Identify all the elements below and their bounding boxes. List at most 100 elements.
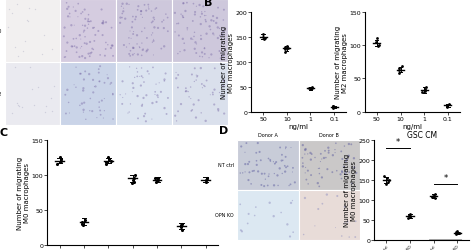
Point xyxy=(255,170,262,174)
Point xyxy=(373,40,380,44)
Point xyxy=(132,16,140,20)
Point xyxy=(70,38,77,42)
Point xyxy=(198,112,205,116)
Point xyxy=(304,152,311,156)
Point xyxy=(130,180,137,184)
Point xyxy=(301,148,309,152)
Point xyxy=(158,21,166,25)
Point xyxy=(35,86,42,90)
Point xyxy=(102,41,109,45)
Point xyxy=(337,173,345,177)
Point xyxy=(120,7,128,11)
Point xyxy=(50,84,57,88)
Point xyxy=(318,176,326,180)
Point xyxy=(81,101,88,105)
Point xyxy=(154,27,162,31)
Point xyxy=(282,146,290,150)
Point xyxy=(164,30,172,34)
Point xyxy=(95,80,103,84)
Point xyxy=(249,170,256,173)
Point xyxy=(320,156,328,160)
Point xyxy=(138,16,146,20)
Point xyxy=(266,201,273,205)
Point xyxy=(129,16,137,20)
Point xyxy=(60,35,68,39)
Point xyxy=(182,90,190,94)
Point xyxy=(189,108,196,112)
Point xyxy=(72,10,80,14)
Text: *: * xyxy=(444,174,447,182)
Point xyxy=(258,172,265,176)
Point xyxy=(77,47,84,51)
Point xyxy=(160,19,167,23)
Point xyxy=(103,74,111,78)
Point xyxy=(274,184,282,188)
Point xyxy=(153,100,160,104)
Point xyxy=(351,166,358,170)
Bar xyxy=(237,190,299,240)
Point xyxy=(64,88,71,92)
Point xyxy=(66,16,74,20)
Point xyxy=(117,93,124,97)
Point xyxy=(136,75,144,79)
Point xyxy=(148,10,155,14)
Point xyxy=(63,2,70,6)
Point xyxy=(152,176,159,180)
Point xyxy=(185,96,193,100)
Point xyxy=(91,26,98,30)
Point xyxy=(406,215,414,219)
Point xyxy=(140,96,147,100)
Point xyxy=(317,152,325,156)
Point xyxy=(87,52,94,56)
Point xyxy=(92,85,100,89)
Point xyxy=(219,96,227,100)
Point xyxy=(14,103,22,107)
Point xyxy=(153,7,160,11)
Point xyxy=(163,112,170,116)
Point xyxy=(197,34,205,38)
Point xyxy=(56,160,64,164)
Point xyxy=(102,160,110,164)
Point xyxy=(325,149,333,153)
Point xyxy=(118,102,126,106)
Point xyxy=(81,8,89,12)
Point xyxy=(192,5,200,9)
Point xyxy=(207,94,214,98)
Point xyxy=(138,103,146,107)
Point xyxy=(136,46,143,50)
Point xyxy=(179,15,186,19)
Point xyxy=(284,46,292,50)
Point xyxy=(318,157,326,161)
Point xyxy=(210,103,218,107)
Point xyxy=(154,96,162,100)
Point xyxy=(81,42,89,46)
Point xyxy=(307,151,314,155)
Point xyxy=(246,160,253,164)
Point xyxy=(214,108,222,112)
Point xyxy=(101,54,109,58)
Point xyxy=(201,47,208,51)
Point xyxy=(138,104,146,108)
Point xyxy=(154,178,161,182)
Point xyxy=(131,173,138,177)
Point xyxy=(42,105,50,109)
Point xyxy=(214,37,222,41)
Point xyxy=(149,20,156,24)
Point xyxy=(95,101,103,105)
Point xyxy=(118,80,126,84)
Point xyxy=(244,162,252,166)
Title: GSC CM: GSC CM xyxy=(407,130,437,139)
Point xyxy=(131,76,138,80)
Point xyxy=(316,167,323,171)
Point xyxy=(195,99,202,103)
Point xyxy=(220,112,228,116)
Point xyxy=(305,86,312,90)
Point xyxy=(187,97,194,101)
Point xyxy=(82,218,89,222)
Point xyxy=(79,222,86,226)
Point xyxy=(353,171,360,175)
Point xyxy=(192,116,200,120)
Point xyxy=(342,172,349,176)
Point xyxy=(284,164,292,168)
Point xyxy=(421,89,429,93)
